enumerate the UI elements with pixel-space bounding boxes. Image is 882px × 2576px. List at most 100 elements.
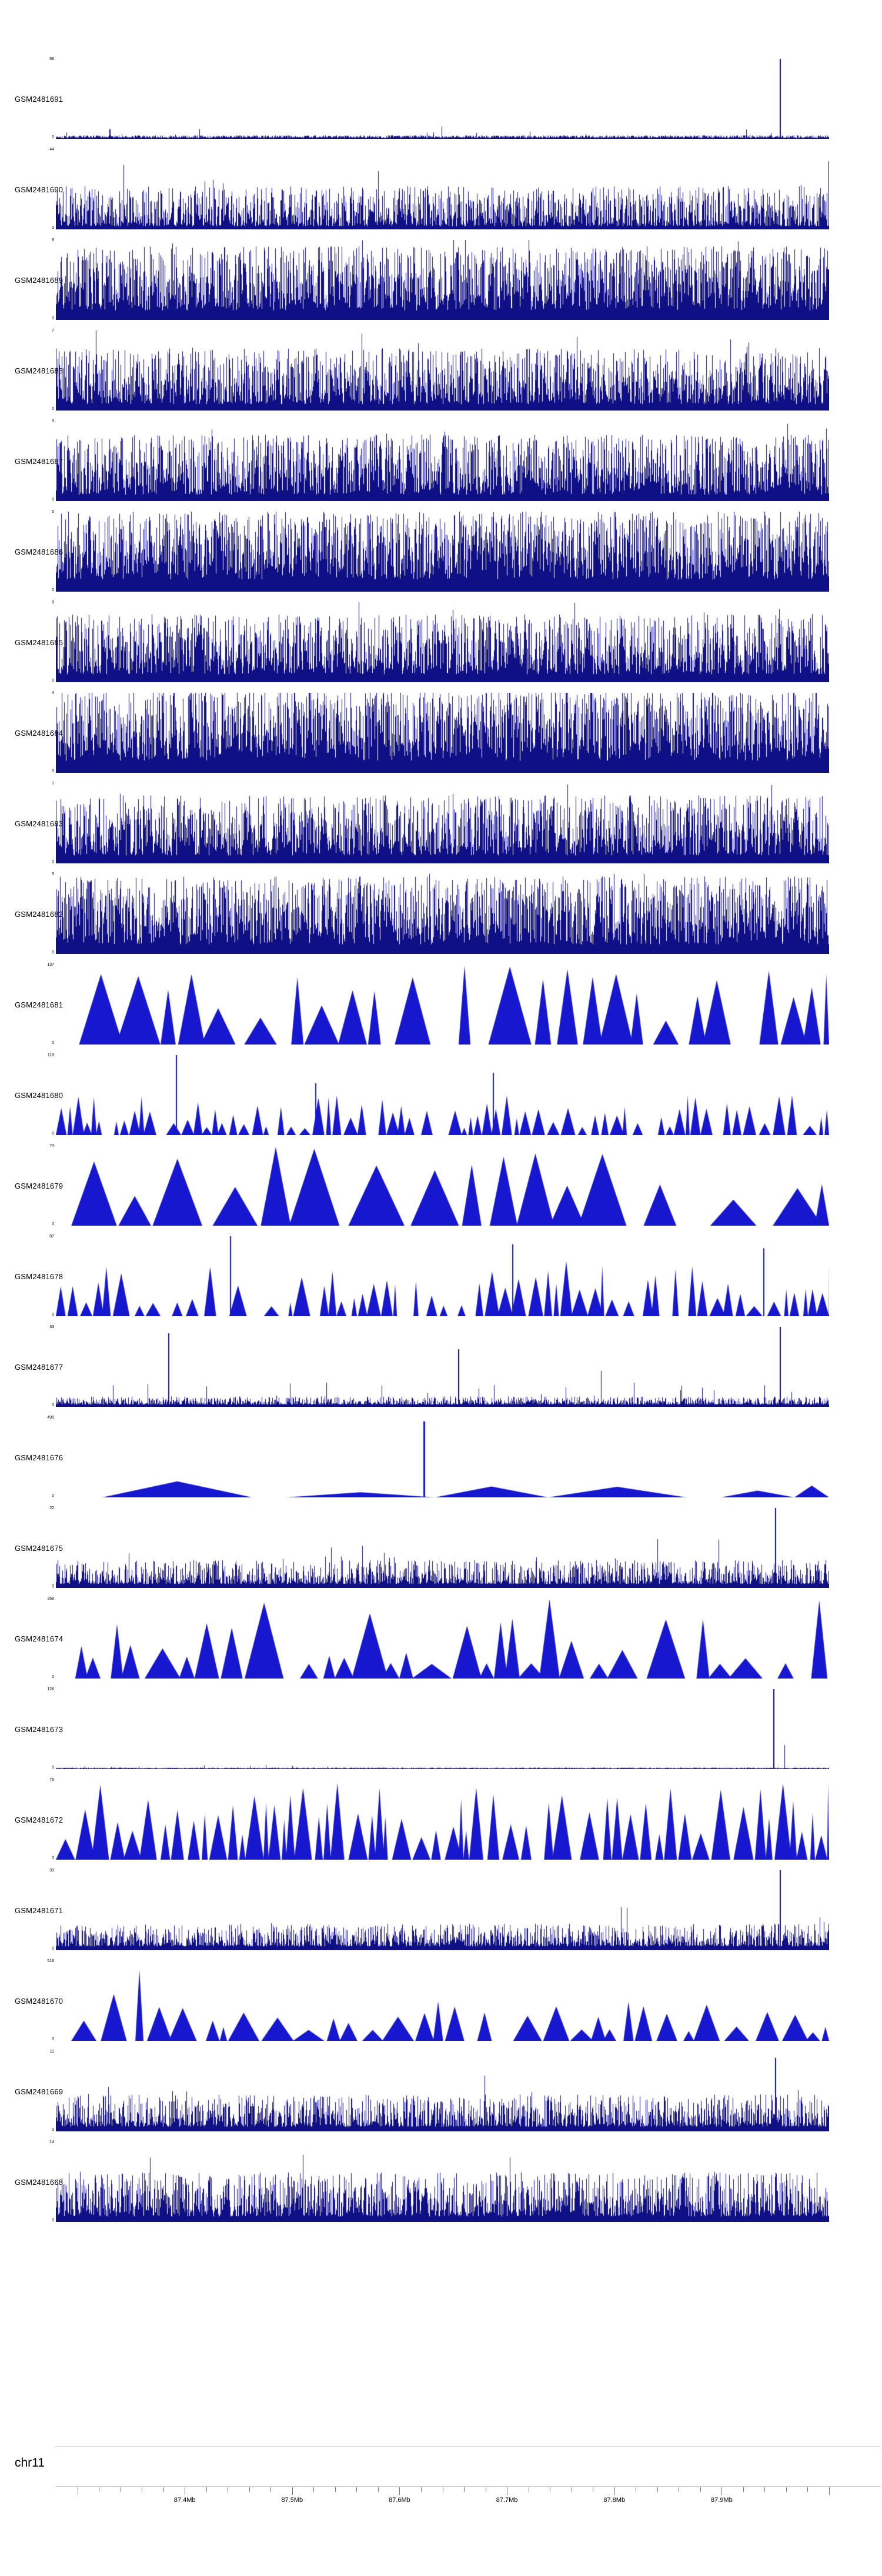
axis-tick-label: 87.6Mb <box>389 2497 410 2504</box>
track-plot[interactable]: 14 0 <box>49 2140 829 2223</box>
track-plot[interactable]: 4 0 <box>52 691 829 773</box>
track-plot[interactable]: 76 0 <box>49 1778 829 1860</box>
track-label: GSM2481674 <box>15 1634 64 1643</box>
track-plot[interactable]: 118 0 <box>48 1053 829 1136</box>
track-ymax-label: 56 <box>49 57 54 61</box>
track-signal-canvas <box>56 1055 829 1135</box>
major-tick <box>614 2487 615 2495</box>
track-ymin-label: 0 <box>52 316 54 321</box>
minor-tick <box>657 2487 658 2492</box>
track-ymin-label: 0 <box>52 860 54 864</box>
track-plot[interactable]: 8 0 <box>52 238 829 321</box>
track-signal-canvas <box>56 1508 829 1588</box>
track-plot[interactable]: 7 0 <box>52 782 829 864</box>
track-label: GSM2481679 <box>15 1181 64 1190</box>
track-label: GSM2481684 <box>15 728 64 738</box>
track-plot[interactable]: 126 0 <box>47 1687 829 1770</box>
track-signal-canvas <box>56 1780 829 1860</box>
track-signal-canvas <box>56 2051 829 2131</box>
track-row: GSM2481677 33 0 <box>0 1320 882 1410</box>
track-plot[interactable]: 5 0 <box>52 872 829 955</box>
track-label: GSM2481675 <box>15 1543 64 1553</box>
track-row: GSM2481668 14 0 <box>0 2135 882 2225</box>
minor-tick <box>356 2487 358 2492</box>
track-plot[interactable]: 358 0 <box>47 1597 829 1679</box>
minor-tick <box>313 2487 315 2492</box>
minor-tick <box>249 2487 250 2492</box>
track-signal-canvas <box>56 1417 829 1497</box>
track-row: GSM2481684 4 0 <box>0 686 882 776</box>
track-row: GSM2481676 495 0 <box>0 1410 882 1501</box>
minor-tick <box>464 2487 465 2492</box>
track-plot[interactable]: 87 0 <box>49 1234 829 1317</box>
track-plot[interactable]: 11 0 <box>50 2050 829 2132</box>
track-plot[interactable]: 5 0 <box>52 510 829 592</box>
track-plot[interactable]: 22 0 <box>49 1506 829 1589</box>
track-ymin-label: 0 <box>52 1947 54 1951</box>
track-ymin-label: 0 <box>52 1584 54 1589</box>
minor-tick <box>786 2487 787 2492</box>
track-ymin-label: 0 <box>52 1494 54 1498</box>
minor-tick <box>270 2487 272 2492</box>
track-row: GSM2481691 56 0 <box>0 52 882 142</box>
track-ymin-label: 0 <box>52 2037 54 2041</box>
track-label: GSM2481671 <box>15 1906 64 1915</box>
track-plot[interactable]: 44 0 <box>49 148 829 230</box>
track-ymax-label: 126 <box>47 1687 54 1691</box>
track-ymin-label: 0 <box>52 2218 54 2223</box>
track-ymax-label: 4 <box>52 691 54 695</box>
track-plot[interactable]: 8 0 <box>52 600 829 683</box>
track-ymax-label: 8 <box>52 600 54 605</box>
major-tick <box>292 2487 293 2495</box>
track-plot[interactable]: 495 0 <box>47 1416 829 1498</box>
track-plot[interactable]: 74 0 <box>49 1144 829 1226</box>
track-label: GSM2481685 <box>15 638 64 647</box>
track-signal-canvas <box>56 421 829 501</box>
track-signal-canvas <box>56 1961 829 2041</box>
track-ymax-label: 76 <box>49 1778 54 1782</box>
track-label: GSM2481668 <box>15 2177 64 2187</box>
track-plot[interactable]: 516 0 <box>47 1959 829 2041</box>
track-ymax-label: 9 <box>52 419 54 423</box>
track-ymin-label: 0 <box>52 1313 54 1317</box>
track-plot[interactable]: 56 0 <box>49 57 829 139</box>
track-row: GSM2481673 126 0 <box>0 1682 882 1773</box>
track-row: GSM2481688 7 0 <box>0 323 882 414</box>
track-ymin-label: 0 <box>52 407 54 411</box>
track-ymin-label: 0 <box>52 769 54 773</box>
track-signal-canvas <box>56 59 829 139</box>
track-signal-canvas <box>56 602 829 682</box>
track-ymax-label: 44 <box>49 148 54 152</box>
track-label: GSM2481688 <box>15 366 64 375</box>
minor-tick <box>377 2487 379 2492</box>
track-row: GSM2481689 8 0 <box>0 233 882 323</box>
track-label: GSM2481669 <box>15 2087 64 2096</box>
minor-tick <box>206 2487 207 2492</box>
track-ymax-label: 7 <box>52 782 54 786</box>
track-plot[interactable]: 9 0 <box>52 419 829 502</box>
track-plot[interactable]: 7 0 <box>52 329 829 411</box>
track-ymax-label: 8 <box>52 238 54 242</box>
track-row: GSM2481686 5 0 <box>0 505 882 595</box>
track-label: GSM2481682 <box>15 909 64 919</box>
track-row: GSM2481682 5 0 <box>0 867 882 957</box>
track-label: GSM2481689 <box>15 275 64 285</box>
track-ymax-label: 74 <box>49 1144 54 1148</box>
track-signal-canvas <box>56 1689 829 1769</box>
track-signal-canvas <box>56 965 829 1045</box>
track-plot[interactable]: 33 0 <box>49 1868 829 1951</box>
track-plot[interactable]: 137 0 <box>47 963 829 1045</box>
track-row: GSM2481674 358 0 <box>0 1591 882 1682</box>
coordinate-ruler[interactable]: 87.4Mb 87.5Mb 87.6Mb 87.7Mb 87.8Mb 87.9Mb <box>56 2487 880 2510</box>
track-signal-canvas <box>56 149 829 229</box>
track-row: GSM2481678 87 0 <box>0 1229 882 1320</box>
track-label: GSM2481687 <box>15 456 64 466</box>
track-plot[interactable]: 33 0 <box>49 1325 829 1407</box>
track-label: GSM2481673 <box>15 1724 64 1734</box>
track-ymin-label: 0 <box>52 950 54 955</box>
track-ymin-label: 0 <box>52 588 54 592</box>
track-signal-canvas <box>56 2142 829 2222</box>
axis-tick-label: 87.8Mb <box>603 2497 626 2504</box>
track-ymax-label: 87 <box>49 1234 54 1239</box>
track-ymax-label: 118 <box>47 1053 54 1057</box>
